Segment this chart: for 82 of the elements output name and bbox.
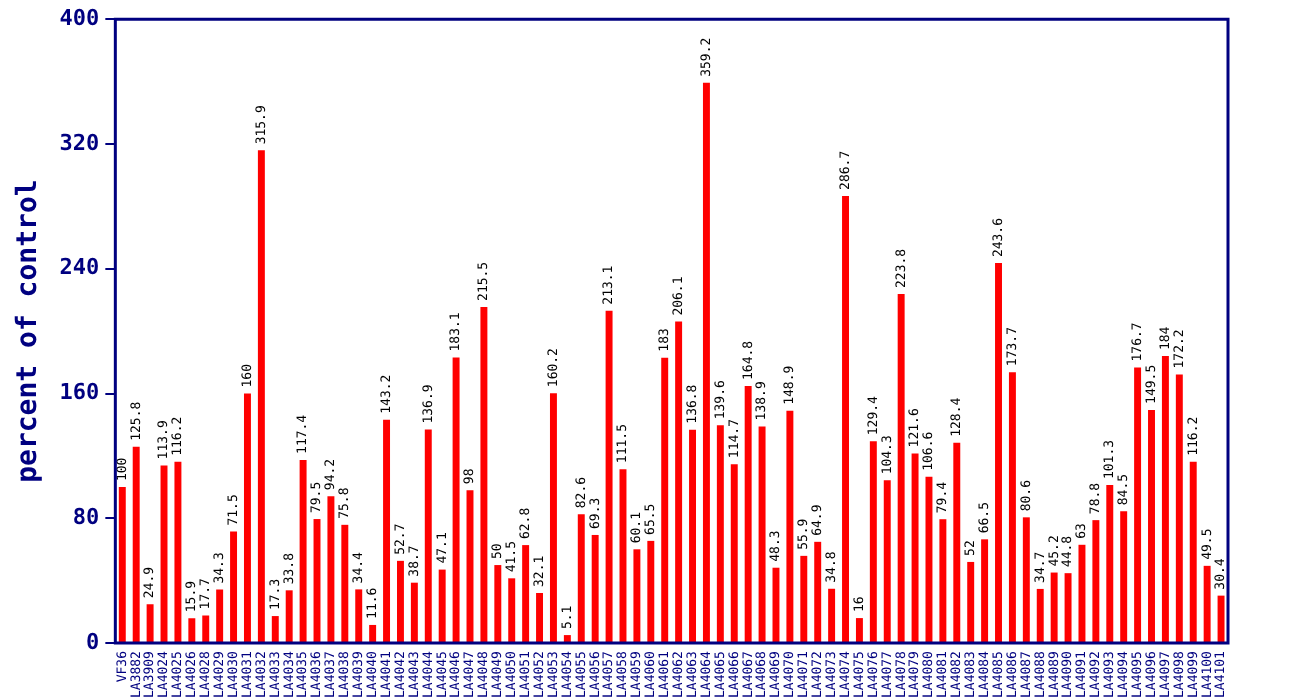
bar [1064, 573, 1072, 643]
bar [842, 195, 849, 643]
bar [452, 357, 460, 643]
bar [1120, 511, 1128, 643]
y-tick-label: 320 [59, 129, 100, 156]
bar [689, 429, 697, 643]
bar [383, 419, 391, 643]
bar [1008, 372, 1016, 643]
bar [1092, 520, 1100, 643]
bar [786, 410, 794, 643]
bar [758, 426, 766, 643]
bar [939, 519, 947, 643]
bar [730, 464, 738, 643]
bar [480, 306, 488, 643]
bar [1036, 588, 1044, 643]
bar [1203, 565, 1211, 643]
bar [869, 441, 877, 643]
bar [424, 429, 432, 643]
y-axis-title: percent of control [12, 179, 45, 483]
bar [536, 592, 544, 643]
bar [299, 459, 307, 643]
bar [716, 425, 724, 643]
bar [1106, 485, 1114, 643]
bar [257, 150, 265, 643]
bar [1217, 595, 1225, 643]
bar [1189, 461, 1197, 643]
bar [508, 578, 516, 643]
bar [814, 541, 822, 643]
bar [396, 560, 404, 643]
bar [828, 588, 836, 643]
bar [675, 321, 683, 643]
bar [661, 357, 669, 643]
bar [967, 561, 975, 643]
bar [953, 442, 961, 643]
bar [897, 294, 905, 643]
bar [410, 582, 418, 643]
bar [494, 565, 502, 643]
y-tick-label: 240 [59, 254, 100, 281]
bar [285, 590, 293, 643]
y-tick-label: 80 [72, 503, 100, 530]
bar [202, 615, 210, 643]
bar [1161, 356, 1169, 643]
bar [549, 393, 557, 643]
bar [855, 618, 863, 643]
bar [327, 496, 335, 643]
bar [1134, 367, 1142, 643]
bar [605, 310, 613, 643]
bar [702, 82, 710, 643]
bar [995, 263, 1002, 643]
bar [271, 616, 279, 643]
bar [341, 524, 349, 643]
bar [118, 487, 126, 643]
y-tick-label: 160 [59, 379, 100, 406]
bar [911, 453, 919, 643]
bar [230, 531, 238, 643]
bar [1078, 544, 1086, 643]
bar [132, 446, 140, 643]
bar [591, 534, 599, 643]
bar [577, 514, 585, 643]
bar [188, 618, 196, 643]
bar [146, 604, 154, 643]
bar [563, 635, 571, 643]
bar [243, 393, 251, 643]
bar [522, 545, 530, 643]
bar [647, 540, 655, 643]
y-tick-label: 400 [59, 4, 100, 31]
bar [1148, 409, 1155, 643]
bar [355, 589, 363, 643]
bar [369, 624, 377, 643]
bar [174, 461, 182, 643]
bar [1175, 374, 1183, 643]
bar [883, 480, 891, 643]
bar [925, 476, 933, 643]
y-tick-label: 0 [86, 628, 100, 655]
bar [1050, 572, 1058, 643]
bar [438, 569, 446, 643]
bar [800, 555, 808, 643]
bar [633, 549, 641, 643]
bar [216, 589, 224, 643]
bar [744, 386, 752, 643]
bar [1022, 517, 1030, 643]
bar [981, 539, 989, 643]
